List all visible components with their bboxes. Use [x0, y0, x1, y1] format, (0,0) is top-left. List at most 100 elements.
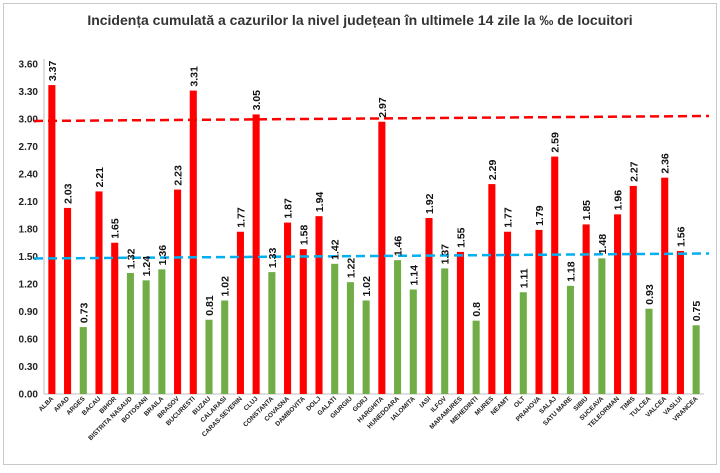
- bar: [551, 156, 559, 394]
- bar: [676, 251, 684, 394]
- bar: [64, 207, 72, 394]
- value-label: 1.96: [613, 190, 625, 211]
- value-label: 1.37: [440, 244, 452, 265]
- value-label: 1.56: [675, 226, 687, 247]
- value-label: 1.79: [534, 205, 546, 226]
- bar: [189, 90, 197, 394]
- value-label: 1.85: [581, 200, 593, 221]
- value-label: 1.02: [220, 276, 232, 297]
- value-label: 1.55: [455, 227, 467, 248]
- bar: [488, 184, 496, 394]
- bar: [346, 282, 354, 394]
- value-label: 1.58: [298, 225, 310, 246]
- bar: [661, 177, 669, 394]
- value-label: 1.77: [235, 207, 247, 228]
- value-label: 0.75: [691, 301, 703, 322]
- bar: [252, 114, 260, 395]
- value-label: 2.23: [173, 165, 185, 186]
- y-tick-label: 1.20: [19, 280, 39, 291]
- bar: [504, 231, 512, 394]
- value-label: 0.93: [644, 284, 656, 305]
- value-label: 0.8: [471, 302, 483, 317]
- bar: [425, 218, 433, 394]
- value-label: 0.73: [78, 302, 90, 323]
- bar: [236, 231, 244, 394]
- bar: [142, 280, 150, 394]
- value-label: 3.05: [251, 90, 263, 111]
- value-label: 2.29: [487, 159, 499, 180]
- value-label: 3.37: [47, 60, 59, 81]
- bar: [48, 85, 56, 394]
- value-label: 1.92: [424, 193, 436, 214]
- threshold-line-high: [33, 114, 710, 123]
- value-label: 1.24: [141, 256, 153, 277]
- bar: [362, 300, 370, 394]
- value-label: 1.46: [393, 236, 405, 257]
- y-tick-label: 0.90: [19, 307, 39, 318]
- bar: [111, 242, 119, 394]
- y-tick-label: 3.00: [19, 115, 39, 126]
- value-label: 0.81: [204, 295, 216, 316]
- bar: [519, 292, 527, 394]
- threshold-line-low: [33, 252, 710, 260]
- y-tick-label: 0.00: [19, 390, 39, 401]
- bar: [221, 300, 229, 394]
- y-tick-label: 2.40: [19, 170, 39, 181]
- bar: [535, 229, 543, 394]
- value-label: 2.21: [94, 167, 106, 188]
- value-label: 1.33: [267, 247, 279, 268]
- bar: [645, 308, 653, 394]
- value-label: 1.22: [345, 258, 357, 279]
- value-label: 1.11: [518, 268, 530, 288]
- value-label: 1.32: [125, 248, 137, 269]
- bar: [582, 224, 590, 394]
- bar: [158, 269, 166, 394]
- value-label: 2.36: [660, 153, 672, 174]
- bar: [394, 260, 402, 394]
- value-label: 1.02: [361, 276, 373, 297]
- bar: [126, 273, 134, 394]
- bar: [629, 185, 637, 394]
- bar: [95, 191, 103, 394]
- value-label: 2.27: [628, 161, 640, 182]
- value-label: 1.14: [408, 265, 420, 286]
- y-tick-label: 3.60: [19, 60, 39, 71]
- y-tick-label: 3.30: [19, 87, 39, 98]
- chart-title: Incidența cumulată a cazurilor la nivel …: [87, 12, 633, 28]
- bar: [441, 268, 449, 394]
- value-label: 2.97: [377, 97, 389, 118]
- y-tick-label: 1.50: [19, 252, 39, 263]
- bar: [472, 320, 480, 394]
- bar: [205, 319, 213, 394]
- value-label: 1.48: [597, 234, 609, 255]
- y-tick-label: 0.30: [19, 362, 39, 373]
- bar: [299, 249, 307, 394]
- value-label: 2.59: [550, 132, 562, 153]
- y-tick-label: 0.60: [19, 335, 39, 346]
- value-label: 3.31: [188, 66, 200, 87]
- value-label: 2.03: [63, 183, 75, 204]
- bar: [79, 327, 87, 394]
- value-label: 1.36: [157, 245, 169, 266]
- bar: [174, 189, 182, 394]
- value-label: 1.65: [110, 218, 122, 239]
- chart-frame: Incidența cumulată a cazurilor la nivel …: [3, 3, 717, 465]
- bar: [456, 251, 464, 394]
- bar-chart: 0.00 0.30 0.60 0.90 1.20 1.50 1.80 2.10 2.40 2.70…: [19, 59, 710, 442]
- y-tick-label: 2.70: [19, 142, 39, 153]
- value-label: 1.94: [314, 192, 326, 213]
- value-label: 1.87: [283, 198, 295, 219]
- category-label: ALBA: [38, 395, 56, 413]
- y-tick-label: 2.10: [19, 197, 39, 208]
- bar: [409, 289, 417, 394]
- bar: [614, 214, 622, 394]
- value-label: 1.77: [503, 207, 515, 228]
- bar: [692, 325, 700, 394]
- bar: [378, 121, 386, 394]
- bar: [598, 258, 606, 394]
- value-label: 1.42: [330, 239, 342, 260]
- y-tick-label: 1.80: [19, 225, 39, 236]
- bar: [566, 285, 574, 394]
- bar: [315, 216, 323, 394]
- bar: [331, 263, 339, 394]
